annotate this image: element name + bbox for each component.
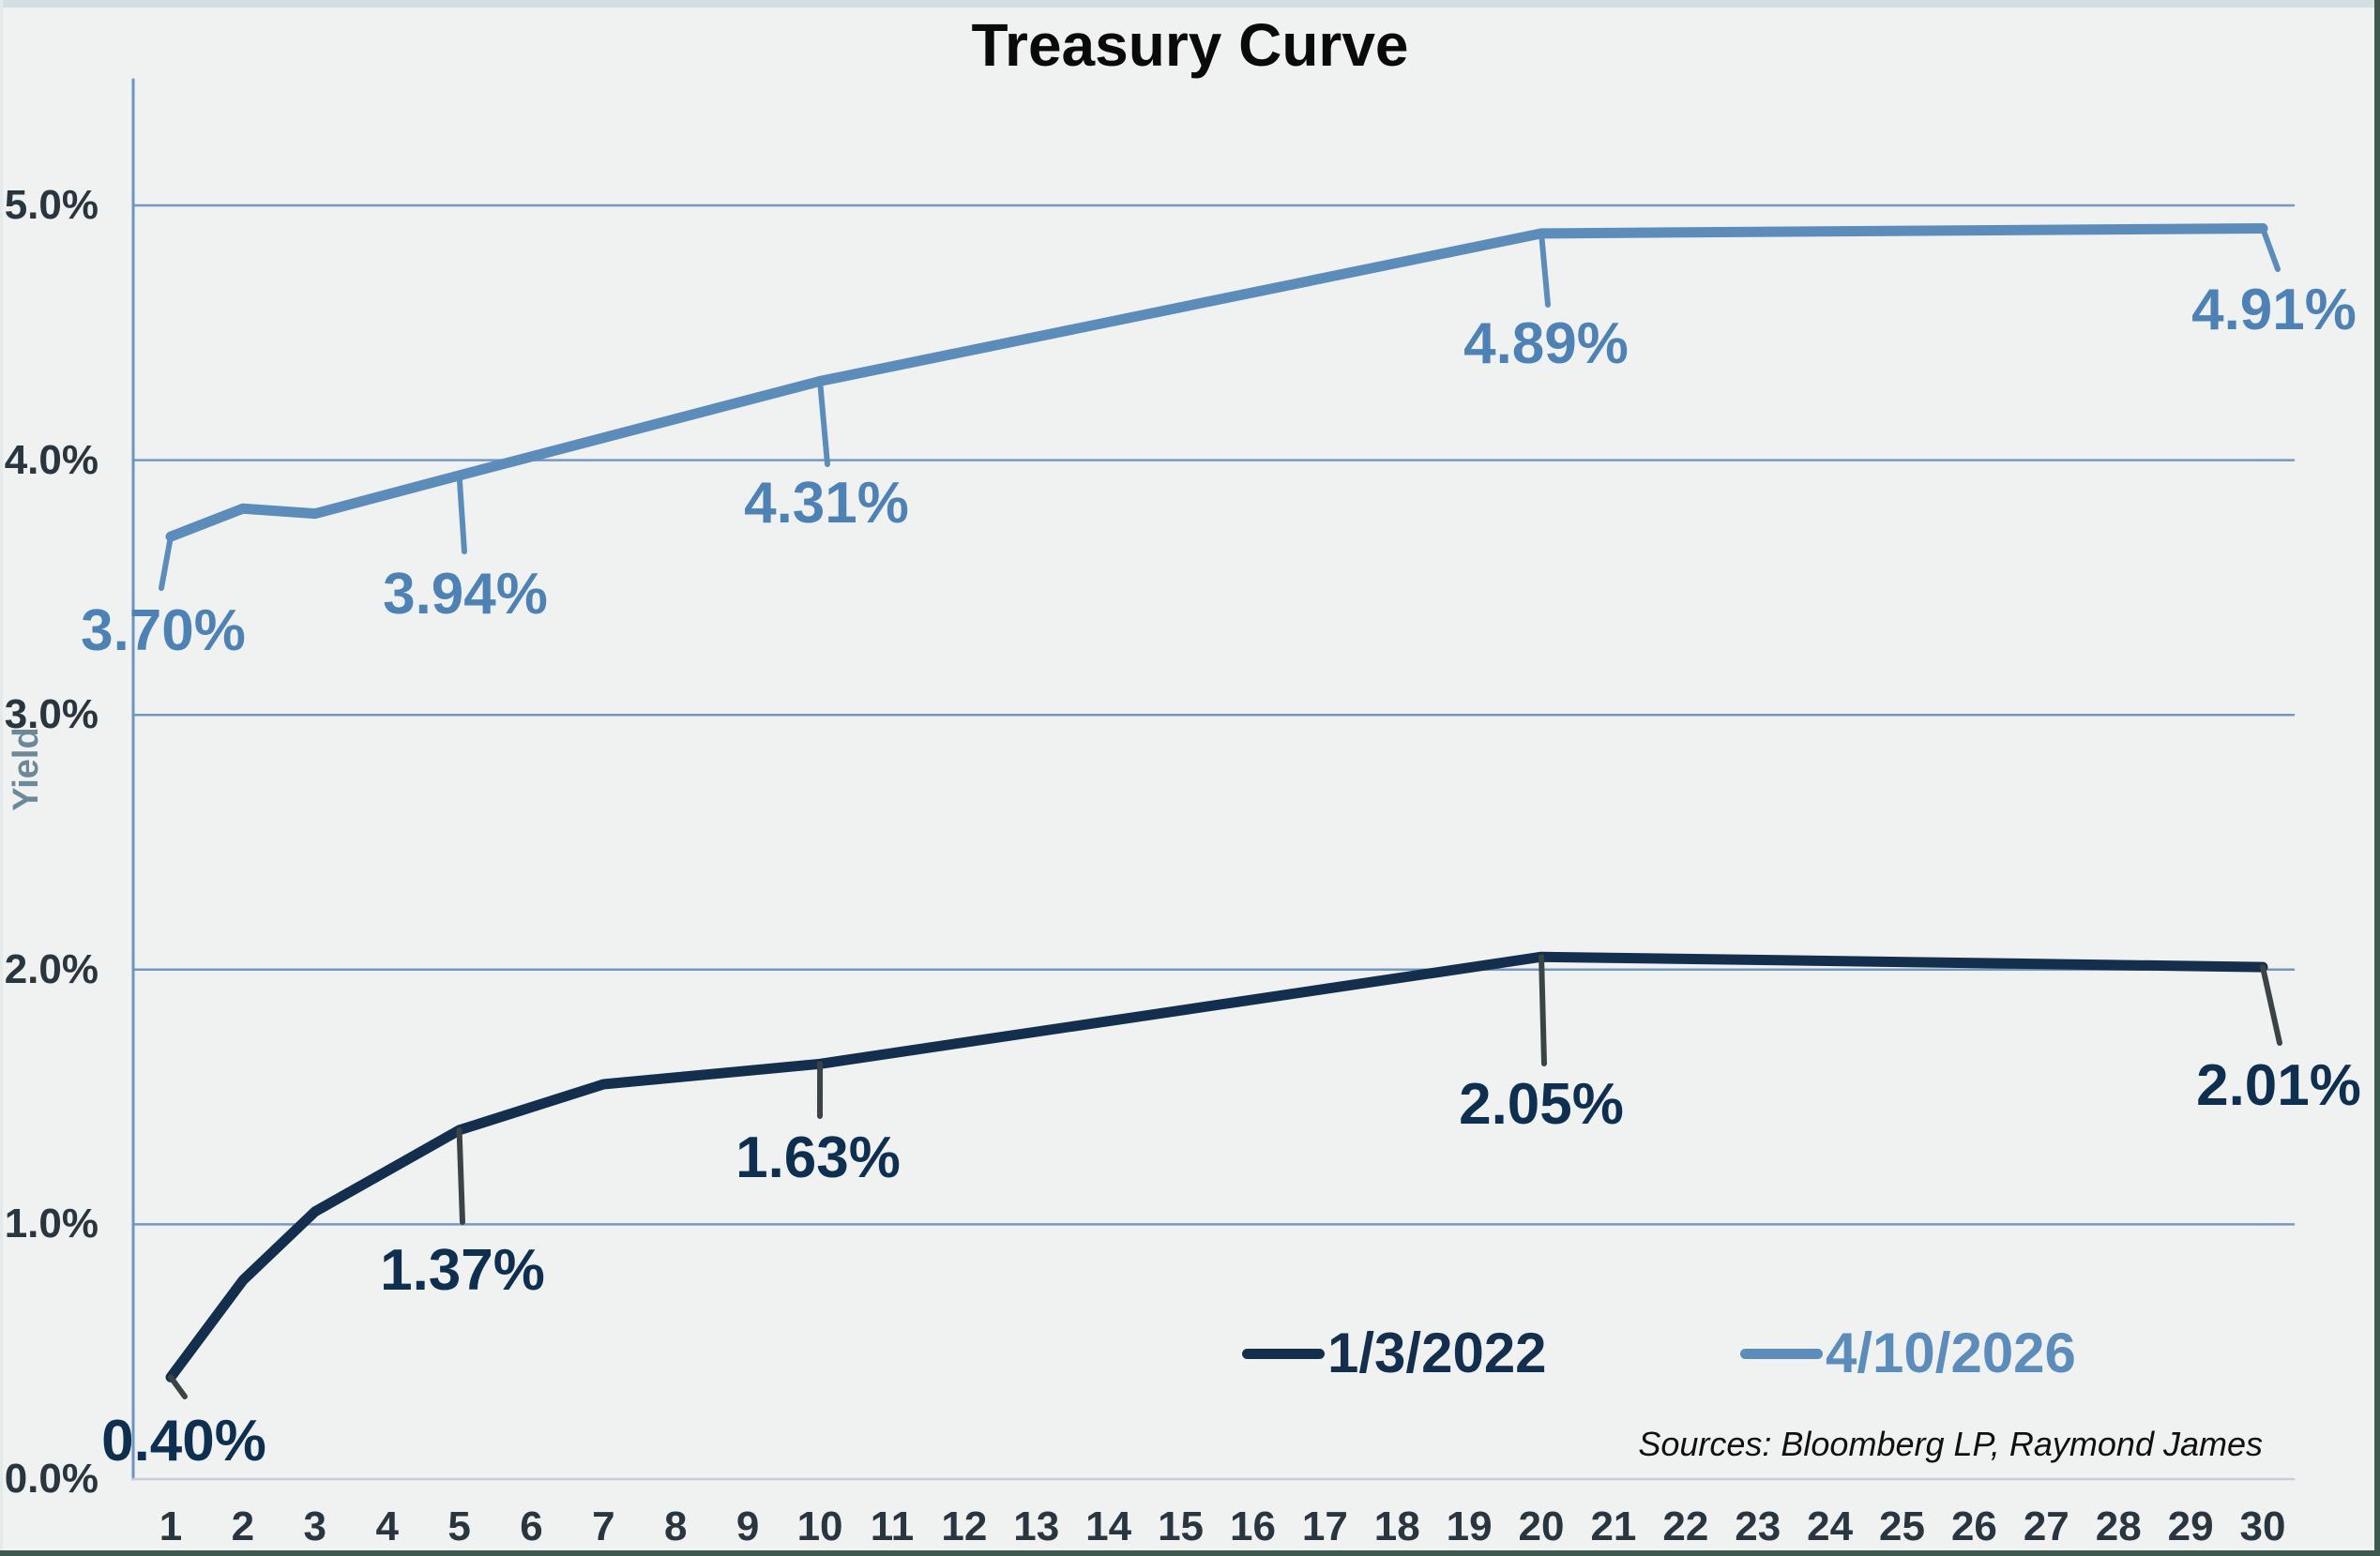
data-label-1-3-2022-5yr: 1.37% <box>380 1238 545 1303</box>
data-label-leader <box>456 472 467 554</box>
y-tick-label-2.0%: 2.0% <box>4 945 99 992</box>
x-tick-label-28: 28 <box>2095 1503 2142 1549</box>
sources-note: Sources: Bloomberg LP, Raymond James <box>1638 1425 2263 1463</box>
y-tick-label-0.0%: 0.0% <box>4 1456 99 1502</box>
y-tick-label-3.0%: 3.0% <box>4 691 99 738</box>
x-tick-label-5: 5 <box>447 1503 471 1549</box>
x-tick-label-17: 17 <box>1301 1503 1348 1549</box>
x-tick-label-21: 21 <box>1590 1503 1637 1549</box>
x-tick-label-4: 4 <box>375 1503 399 1549</box>
series-line-1-3-2022 <box>165 951 2268 1382</box>
chart-bottom-edge <box>0 1550 2380 1556</box>
x-tick-label-12: 12 <box>941 1503 988 1549</box>
x-tick-label-19: 19 <box>1446 1503 1493 1549</box>
legend-label-4-10-2026: 4/10/2026 <box>1826 1322 2076 1384</box>
data-label-1-3-2022-30yr: 2.01% <box>2196 1053 2361 1118</box>
x-tick-label-18: 18 <box>1373 1503 1420 1549</box>
x-tick-label-10: 10 <box>796 1503 843 1549</box>
x-tick-label-24: 24 <box>1807 1503 1854 1549</box>
data-label-4-10-2026-30yr: 4.91% <box>2191 278 2357 342</box>
legend-swatch-1-3-2022 <box>1242 1349 1325 1359</box>
x-tick-label-6: 6 <box>520 1503 543 1549</box>
x-tick-label-15: 15 <box>1158 1503 1205 1549</box>
data-label-leader <box>456 1126 465 1225</box>
x-tick-label-7: 7 <box>592 1503 615 1549</box>
x-tick-label-27: 27 <box>2023 1503 2069 1549</box>
x-tick-label-14: 14 <box>1085 1503 1132 1549</box>
x-tick-label-9: 9 <box>735 1503 760 1549</box>
data-label-leader <box>2260 964 2282 1046</box>
data-label-leader <box>817 378 830 467</box>
y-tick-label-4.0%: 4.0% <box>4 436 99 483</box>
x-tick-label-11: 11 <box>870 1503 915 1549</box>
chart-top-edge <box>0 0 2380 8</box>
x-tick-label-30: 30 <box>2239 1503 2286 1549</box>
chart-title: Treasury Curve <box>971 11 1409 79</box>
series-line-4-10-2026 <box>165 222 2268 542</box>
data-label-1-3-2022-10yr: 1.63% <box>735 1125 901 1190</box>
data-label-leader <box>1539 230 1551 308</box>
data-label-4-10-2026-10yr: 4.31% <box>744 471 909 536</box>
data-label-4-10-2026-1yr: 3.70% <box>81 598 246 663</box>
x-tick-label-16: 16 <box>1229 1503 1276 1549</box>
x-tick-label-13: 13 <box>1013 1503 1060 1549</box>
data-label-leader <box>159 534 174 591</box>
x-tick-label-23: 23 <box>1735 1503 1781 1549</box>
data-label-leader <box>2260 225 2281 272</box>
data-label-leader <box>1539 954 1547 1066</box>
x-tick-label-20: 20 <box>1518 1503 1565 1549</box>
data-label-leader <box>168 1374 188 1399</box>
x-tick-label-26: 26 <box>1950 1503 1997 1549</box>
x-tick-label-22: 22 <box>1662 1503 1709 1549</box>
legend-swatch-4-10-2026 <box>1740 1349 1823 1359</box>
chart-right-edge <box>2374 0 2380 1556</box>
x-tick-label-25: 25 <box>1879 1503 1925 1549</box>
x-tick-label-8: 8 <box>664 1503 688 1549</box>
x-tick-label-29: 29 <box>2167 1503 2214 1549</box>
data-label-4-10-2026-5yr: 3.94% <box>383 562 548 627</box>
x-tick-label-1: 1 <box>159 1503 183 1549</box>
legend-label-1-3-2022: 1/3/2022 <box>1327 1322 1547 1384</box>
data-label-1-3-2022-20yr: 2.05% <box>1459 1072 1624 1137</box>
chart-left-edge <box>0 0 3 1556</box>
y-tick-label-5.0%: 5.0% <box>4 182 99 228</box>
data-label-4-10-2026-20yr: 4.89% <box>1463 311 1629 376</box>
x-tick-label-2: 2 <box>231 1503 255 1549</box>
x-tick-label-3: 3 <box>303 1503 327 1549</box>
y-tick-label-1.0%: 1.0% <box>4 1201 99 1247</box>
data-label-1-3-2022-1yr: 0.40% <box>101 1409 266 1473</box>
